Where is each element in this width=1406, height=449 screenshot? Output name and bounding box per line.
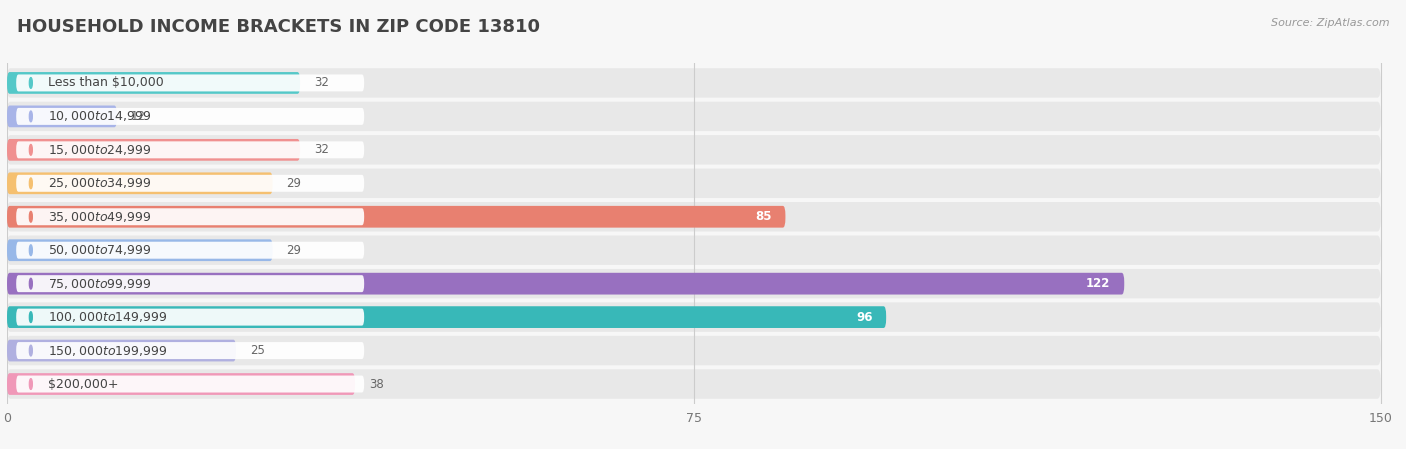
Text: 85: 85 bbox=[755, 210, 772, 223]
Text: 96: 96 bbox=[856, 311, 872, 324]
FancyBboxPatch shape bbox=[17, 308, 364, 326]
FancyBboxPatch shape bbox=[7, 373, 354, 395]
FancyBboxPatch shape bbox=[7, 306, 886, 328]
FancyBboxPatch shape bbox=[7, 135, 1381, 165]
Text: 122: 122 bbox=[1085, 277, 1111, 290]
Text: 38: 38 bbox=[368, 378, 384, 391]
Text: $50,000 to $74,999: $50,000 to $74,999 bbox=[48, 243, 152, 257]
FancyBboxPatch shape bbox=[7, 269, 1381, 299]
Circle shape bbox=[30, 312, 32, 322]
Circle shape bbox=[30, 145, 32, 155]
Circle shape bbox=[30, 245, 32, 255]
Text: $15,000 to $24,999: $15,000 to $24,999 bbox=[48, 143, 152, 157]
FancyBboxPatch shape bbox=[7, 340, 236, 361]
Text: 12: 12 bbox=[131, 110, 146, 123]
FancyBboxPatch shape bbox=[17, 208, 364, 225]
FancyBboxPatch shape bbox=[17, 141, 364, 158]
FancyBboxPatch shape bbox=[7, 336, 1381, 365]
FancyBboxPatch shape bbox=[17, 108, 364, 125]
FancyBboxPatch shape bbox=[7, 101, 1381, 131]
FancyBboxPatch shape bbox=[7, 370, 1381, 399]
Circle shape bbox=[30, 345, 32, 356]
FancyBboxPatch shape bbox=[7, 273, 1125, 295]
Circle shape bbox=[30, 278, 32, 289]
Text: $35,000 to $49,999: $35,000 to $49,999 bbox=[48, 210, 152, 224]
FancyBboxPatch shape bbox=[7, 72, 299, 94]
Text: 29: 29 bbox=[287, 244, 301, 257]
Text: $100,000 to $149,999: $100,000 to $149,999 bbox=[48, 310, 167, 324]
Text: Source: ZipAtlas.com: Source: ZipAtlas.com bbox=[1271, 18, 1389, 28]
Text: HOUSEHOLD INCOME BRACKETS IN ZIP CODE 13810: HOUSEHOLD INCOME BRACKETS IN ZIP CODE 13… bbox=[17, 18, 540, 36]
FancyBboxPatch shape bbox=[17, 242, 364, 259]
FancyBboxPatch shape bbox=[7, 235, 1381, 265]
FancyBboxPatch shape bbox=[7, 206, 786, 228]
Text: Less than $10,000: Less than $10,000 bbox=[48, 76, 165, 89]
FancyBboxPatch shape bbox=[17, 342, 364, 359]
Circle shape bbox=[30, 78, 32, 88]
Text: $25,000 to $34,999: $25,000 to $34,999 bbox=[48, 176, 152, 190]
Text: $200,000+: $200,000+ bbox=[48, 378, 118, 391]
FancyBboxPatch shape bbox=[17, 375, 364, 392]
Text: 25: 25 bbox=[250, 344, 264, 357]
Text: $150,000 to $199,999: $150,000 to $199,999 bbox=[48, 343, 167, 357]
Text: 32: 32 bbox=[314, 143, 329, 156]
FancyBboxPatch shape bbox=[7, 106, 117, 127]
FancyBboxPatch shape bbox=[7, 302, 1381, 332]
Text: $10,000 to $14,999: $10,000 to $14,999 bbox=[48, 110, 152, 123]
Text: $75,000 to $99,999: $75,000 to $99,999 bbox=[48, 277, 152, 291]
FancyBboxPatch shape bbox=[17, 175, 364, 192]
Circle shape bbox=[30, 379, 32, 389]
FancyBboxPatch shape bbox=[17, 75, 364, 92]
FancyBboxPatch shape bbox=[7, 68, 1381, 97]
FancyBboxPatch shape bbox=[7, 172, 273, 194]
FancyBboxPatch shape bbox=[7, 139, 299, 161]
FancyBboxPatch shape bbox=[7, 202, 1381, 232]
Text: 29: 29 bbox=[287, 177, 301, 190]
Text: 32: 32 bbox=[314, 76, 329, 89]
FancyBboxPatch shape bbox=[7, 168, 1381, 198]
FancyBboxPatch shape bbox=[17, 275, 364, 292]
Circle shape bbox=[30, 211, 32, 222]
Circle shape bbox=[30, 111, 32, 122]
FancyBboxPatch shape bbox=[7, 239, 273, 261]
Circle shape bbox=[30, 178, 32, 189]
